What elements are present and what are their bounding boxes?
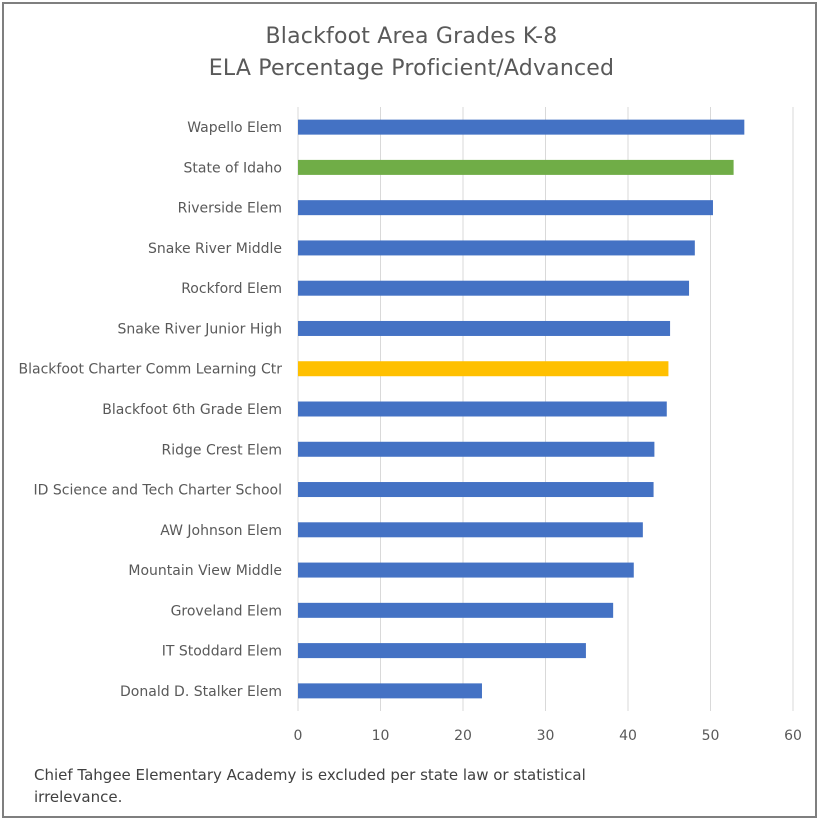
- category-label: Blackfoot 6th Grade Elem: [102, 402, 282, 418]
- chart-title: Blackfoot Area Grades K-8: [265, 24, 558, 49]
- x-tick-label: 10: [372, 728, 390, 744]
- x-tick-label: 50: [702, 728, 720, 744]
- category-label: Snake River Middle: [148, 241, 282, 257]
- bar: [298, 320, 671, 336]
- category-labels: Wapello Elem State of Idaho Riverside Elem…: [19, 120, 283, 700]
- bar: [298, 159, 734, 175]
- bar: [298, 482, 654, 498]
- x-tick-label: 20: [454, 728, 472, 744]
- x-tick-label: 30: [537, 728, 555, 744]
- category-label: Riverside Elem: [178, 201, 282, 217]
- chart-subtitle: ELA Percentage Proficient/Advanced: [208, 56, 615, 81]
- bar: [298, 683, 482, 699]
- category-label: Wapello Elem: [187, 120, 282, 136]
- category-label: AW Johnson Elem: [160, 523, 282, 539]
- bar: [298, 200, 713, 216]
- category-label: Mountain View Middle: [128, 563, 282, 579]
- x-tick-label: 0: [294, 728, 303, 744]
- bar: [298, 441, 655, 457]
- bar: [298, 522, 643, 538]
- bar: [298, 562, 634, 578]
- x-tick-label: 60: [784, 728, 802, 744]
- category-label: Groveland Elem: [171, 603, 282, 619]
- category-label: ID Science and Tech Charter School: [34, 483, 282, 499]
- x-tick-label: 40: [619, 728, 637, 744]
- category-label: Blackfoot Charter Comm Learning Ctr: [19, 362, 283, 378]
- bars: [298, 119, 745, 699]
- bar: [298, 602, 614, 618]
- bar: [298, 280, 690, 296]
- category-label: Ridge Crest Elem: [161, 442, 282, 458]
- bar: [298, 240, 695, 256]
- category-label: IT Stoddard Elem: [162, 644, 282, 660]
- bar: [298, 401, 667, 417]
- bar: [298, 361, 669, 377]
- category-label: State of Idaho: [184, 160, 283, 176]
- x-tick-labels: 0 10 20 30 40 50 60: [294, 728, 802, 744]
- bar: [298, 119, 745, 135]
- bar: [298, 643, 586, 659]
- footnote: Chief Tahgee Elementary Academy is exclu…: [34, 766, 586, 806]
- category-label: Rockford Elem: [181, 281, 282, 297]
- category-label: Donald D. Stalker Elem: [120, 684, 282, 700]
- category-label: Snake River Junior High: [118, 321, 282, 337]
